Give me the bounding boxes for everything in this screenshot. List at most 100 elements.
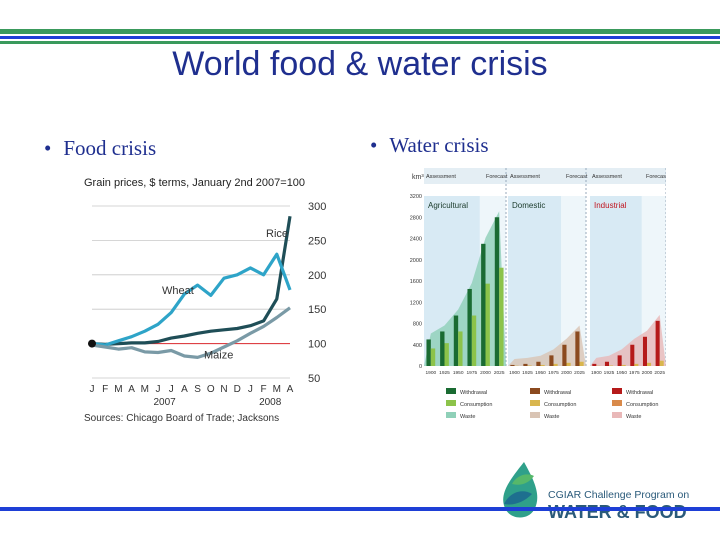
bar-withdrawal [604, 361, 609, 366]
bar-withdrawal [575, 331, 580, 366]
bar-consumption [540, 364, 545, 366]
y-tick-label: 800 [413, 322, 422, 328]
bar-withdrawal [655, 320, 660, 366]
x-tick-label: O [207, 384, 215, 395]
bar-consumption [553, 363, 558, 366]
bar-consumption [527, 365, 532, 366]
x-tick-label: 1900 [425, 370, 436, 376]
x-tick-label: 2000 [480, 370, 491, 376]
legend-label: Withdrawal [544, 390, 571, 396]
leaf-icon [504, 491, 532, 505]
panel-title-agricultural: Agricultural [428, 201, 468, 210]
x-tick-label: 1925 [604, 370, 615, 376]
x-tick-label: J [169, 384, 174, 395]
y-tick-label: 3200 [410, 194, 422, 200]
line-maize [91, 306, 291, 359]
x-tick-label: A [287, 384, 294, 395]
period-label-assessment: Assessment [592, 174, 622, 180]
bar-consumption [485, 283, 490, 366]
bar-consumption [579, 361, 584, 366]
y-tick-label: 2000 [410, 258, 422, 264]
x-tick-label: J [156, 384, 161, 395]
x-tick-label: 2025 [494, 370, 505, 376]
x-tick-label: 1925 [439, 370, 450, 376]
x-tick-label: M [114, 384, 122, 395]
series-label-rice: Rice [266, 228, 288, 240]
y-tick-label: 0 [419, 364, 422, 370]
bottom-blue-stripe [0, 507, 720, 511]
year-label-2007: 2007 [153, 397, 176, 408]
x-tick-label: M [273, 384, 281, 395]
panel-title-domestic: Domestic [512, 201, 545, 210]
legend-swatch [446, 400, 456, 406]
grain-chart-title: Grain prices, $ terms, January 2nd 2007=… [84, 177, 305, 189]
x-tick-label: 2025 [654, 370, 665, 376]
period-label-forecast: Forecast [486, 174, 508, 180]
panel-title-industrial: Industrial [594, 201, 627, 210]
period-label-forecast: Forecast [566, 174, 588, 180]
y-tick-label: 2400 [410, 237, 422, 243]
y-tick-label: 200 [308, 270, 326, 282]
legend-swatch [446, 388, 456, 394]
legend-label: Consumption [626, 402, 658, 408]
x-tick-label: 1975 [548, 370, 559, 376]
x-tick-label: 1950 [616, 370, 627, 376]
x-tick-label: A [181, 384, 188, 395]
bar-withdrawal [510, 364, 515, 366]
bar-withdrawal [523, 363, 528, 366]
logo-line2: WATER & FOOD [548, 502, 687, 522]
y-tick-label: 2800 [410, 215, 422, 221]
bar-consumption [499, 267, 504, 366]
x-tick-label: 2000 [561, 370, 572, 376]
x-tick-label: N [220, 384, 227, 395]
bar-consumption [444, 343, 449, 366]
legend-label: Consumption [544, 402, 576, 408]
period-label-assessment: Assessment [510, 174, 540, 180]
bar-withdrawal [617, 355, 622, 366]
slide-title: World food & water crisis [172, 45, 548, 83]
bar-consumption [621, 364, 626, 366]
logo-line1: CGIAR Challenge Program on [548, 489, 689, 501]
water-unit-label: km³ [412, 174, 424, 181]
x-tick-label: 1975 [466, 370, 477, 376]
bullet-food-label: Food crisis [63, 136, 157, 160]
top-green-stripe [0, 29, 720, 34]
legend-swatch [530, 388, 540, 394]
legend-swatch [530, 412, 540, 418]
bar-withdrawal [494, 217, 500, 366]
x-tick-label: F [102, 384, 108, 395]
period-label-assessment: Assessment [426, 174, 456, 180]
y-tick-label: 1600 [410, 279, 422, 285]
bar-consumption [458, 331, 463, 366]
x-tick-label: 1975 [629, 370, 640, 376]
bar-consumption [647, 362, 652, 366]
bar-withdrawal [426, 339, 431, 366]
bar-withdrawal [440, 331, 445, 366]
series-label-maize: Maize [204, 350, 233, 362]
line-wheat [91, 252, 292, 347]
x-tick-label: M [141, 384, 149, 395]
y-tick-label: 50 [308, 373, 320, 385]
bar-withdrawal [467, 288, 472, 366]
legend-label: Withdrawal [626, 390, 653, 396]
x-tick-label: 1925 [522, 370, 533, 376]
bar-withdrawal [630, 344, 635, 366]
bullet-dot: • [370, 133, 378, 157]
y-tick-label: 1200 [410, 300, 422, 306]
baseline-dot [88, 339, 96, 348]
source-note: Sources: Chicago Board of Trade; Jackson… [84, 413, 279, 424]
x-tick-label: 1900 [591, 370, 602, 376]
legend-swatch [612, 400, 622, 406]
bar-withdrawal [481, 243, 486, 366]
y-tick-label: 400 [413, 343, 422, 349]
bar-withdrawal [549, 355, 554, 366]
x-tick-label: J [248, 384, 253, 395]
legend-label: Waste [626, 414, 641, 420]
cgiar-logo: CGIAR Challenge Program on WATER & FOOD [503, 462, 689, 522]
legend-swatch [612, 388, 622, 394]
legend-swatch [446, 412, 456, 418]
x-tick-label: D [234, 384, 241, 395]
bar-consumption [471, 315, 477, 366]
bar-withdrawal [562, 344, 567, 366]
bar-consumption [609, 365, 614, 366]
